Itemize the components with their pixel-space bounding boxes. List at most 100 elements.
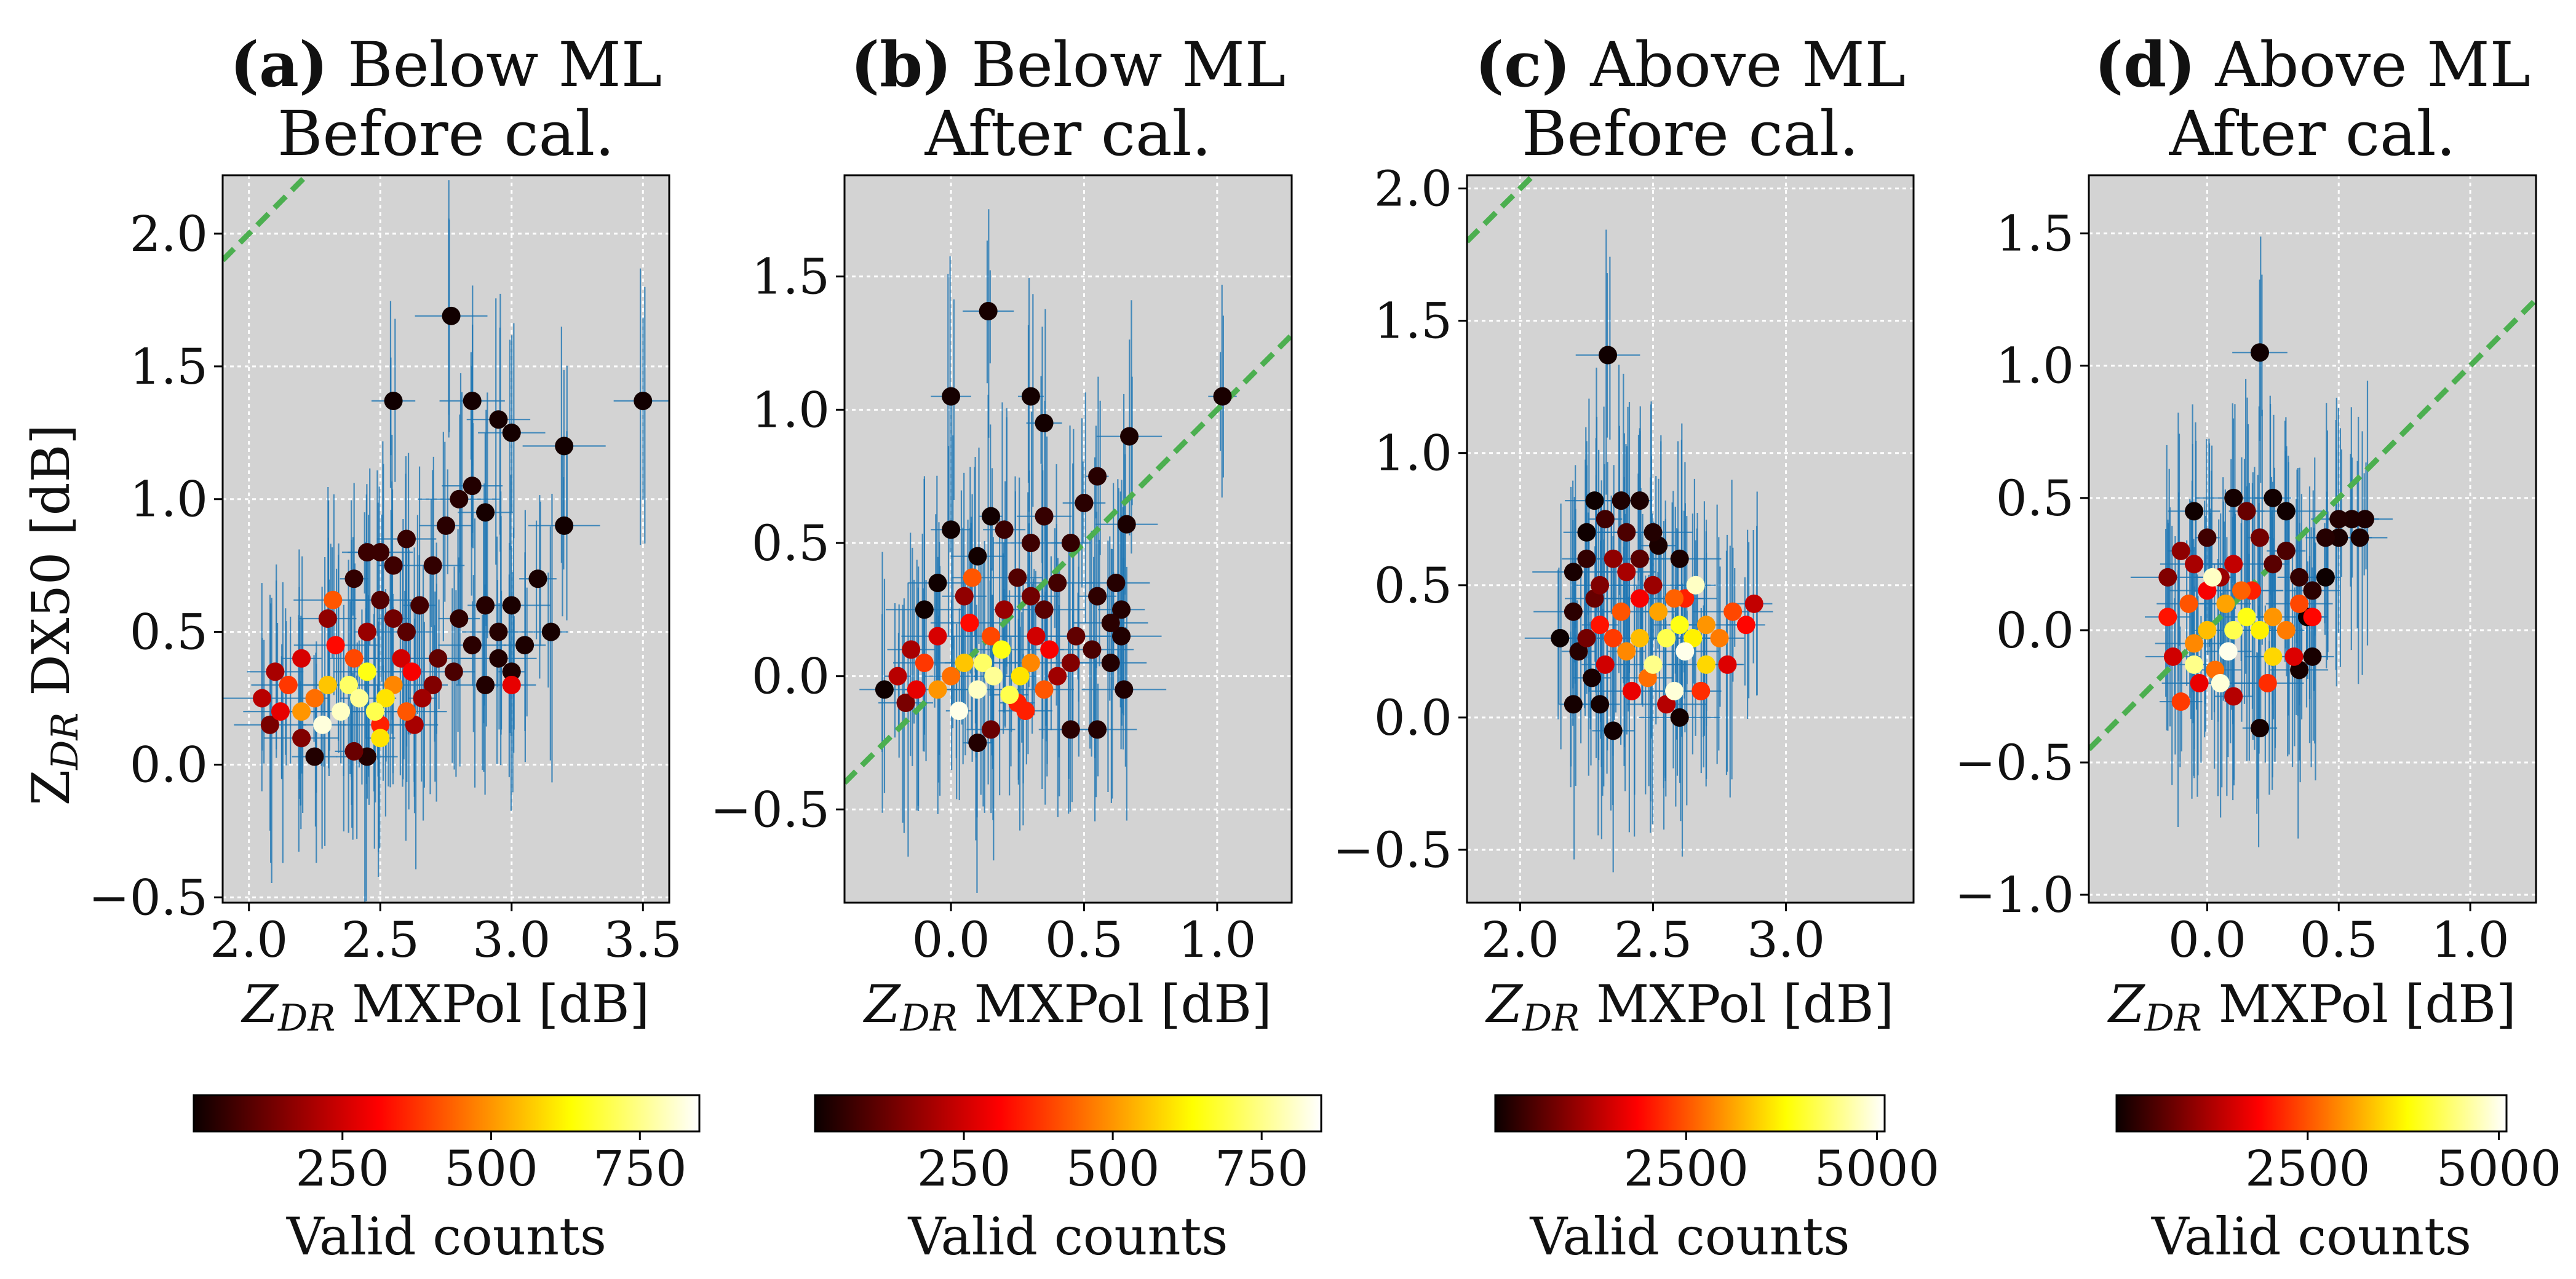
data-point	[1604, 628, 1623, 647]
data-point	[450, 489, 469, 509]
x-axis-label: ZDR MXPol [dB]	[1485, 974, 1894, 1040]
data-point	[2290, 594, 2309, 613]
data-point	[1617, 563, 1636, 582]
data-point	[1061, 720, 1080, 739]
data-point	[1585, 491, 1604, 510]
colorbar: 250 500 750 Valid counts	[814, 1094, 1322, 1267]
data-point	[2342, 510, 2361, 529]
data-point	[437, 516, 455, 535]
data-point	[2303, 581, 2322, 600]
data-point	[402, 662, 421, 681]
x-tick-label: 0.0	[912, 911, 990, 968]
data-point	[968, 734, 987, 752]
data-point	[423, 556, 442, 575]
data-point	[2316, 528, 2335, 547]
x-axis-label: ZDR MXPol [dB]	[241, 974, 650, 1040]
panel-title-line2: Before cal.	[277, 98, 614, 170]
data-point	[344, 569, 364, 588]
data-point	[279, 675, 298, 694]
data-point	[2224, 620, 2243, 640]
data-point	[1048, 667, 1067, 686]
data-point	[2198, 528, 2217, 547]
data-point	[410, 596, 429, 615]
data-point	[1101, 654, 1120, 672]
y-tick-label: 0.5	[1996, 470, 2074, 527]
y-tick-label: 1.5	[752, 248, 830, 306]
data-point	[1101, 614, 1120, 632]
y-tick-label: 2.0	[130, 205, 208, 263]
data-point	[1644, 655, 1663, 674]
colorbar-tick-label: 500	[444, 1140, 538, 1197]
data-point	[397, 622, 416, 641]
data-point	[1644, 523, 1663, 542]
data-point	[541, 622, 560, 641]
data-point	[1577, 628, 1596, 647]
x-axis-label: ZDR MXPol [dB]	[2107, 974, 2516, 1040]
data-point	[2329, 510, 2348, 529]
data-point	[1710, 628, 1729, 647]
x-tick-label: 3.5	[604, 911, 682, 968]
data-point	[942, 520, 961, 539]
data-point	[2185, 555, 2204, 574]
colorbar-label: Valid counts	[286, 1206, 606, 1267]
data-point	[324, 590, 343, 609]
y-tick-label: 1.5	[1996, 205, 2074, 263]
colorbar-label: Valid counts	[1530, 1206, 1850, 1267]
panel-title-line1: (b) Below ML	[851, 28, 1286, 101]
data-point	[332, 702, 351, 721]
data-point	[1670, 616, 1689, 635]
data-point	[2276, 620, 2296, 640]
data-point	[1035, 507, 1054, 526]
data-point	[357, 543, 376, 562]
data-point	[1112, 600, 1131, 619]
data-point	[371, 729, 390, 748]
data-point	[463, 477, 482, 496]
data-point	[502, 675, 521, 694]
data-point	[1583, 668, 1602, 687]
data-point	[555, 516, 574, 535]
data-point	[950, 702, 969, 720]
plot-area	[1467, 175, 1914, 903]
data-point	[1622, 681, 1641, 700]
colorbar: 2500 5000 Valid counts	[1494, 1094, 1939, 1267]
data-point	[1665, 589, 1684, 608]
data-point	[555, 437, 574, 456]
data-point	[384, 556, 403, 575]
data-point	[292, 649, 311, 668]
colorbar-label: Valid counts	[2151, 1206, 2471, 1267]
data-point	[1630, 589, 1649, 608]
data-point	[907, 680, 926, 699]
data-point	[1577, 523, 1596, 542]
data-point	[2158, 608, 2177, 627]
data-point	[1083, 640, 1102, 659]
colorbar-tick-label: 250	[917, 1140, 1011, 1197]
data-point	[313, 715, 332, 734]
data-point	[2171, 692, 2190, 711]
data-point	[463, 636, 482, 655]
data-point	[2211, 673, 2230, 692]
colorbar-label: Valid counts	[908, 1206, 1228, 1267]
data-point	[292, 702, 311, 721]
data-point	[1577, 549, 1596, 568]
x-tick-label: 0.5	[2300, 911, 2378, 968]
data-point	[2250, 719, 2269, 738]
data-point	[1617, 523, 1636, 542]
data-point	[2224, 687, 2243, 706]
data-point	[1599, 346, 1618, 365]
data-point	[1670, 708, 1689, 727]
data-point	[405, 715, 424, 734]
data-point	[476, 503, 495, 522]
data-point	[1088, 467, 1107, 486]
data-point	[2203, 568, 2222, 587]
data-point	[2250, 528, 2269, 547]
x-tick-label: 1.0	[2431, 911, 2509, 968]
data-point	[413, 689, 432, 708]
y-tick-label: −0.5	[1333, 822, 1452, 879]
data-point	[1591, 576, 1610, 595]
data-point	[2232, 581, 2251, 600]
data-point	[634, 391, 653, 410]
data-point	[444, 662, 463, 681]
axes-frame	[2088, 174, 2537, 904]
data-point	[2264, 555, 2283, 574]
